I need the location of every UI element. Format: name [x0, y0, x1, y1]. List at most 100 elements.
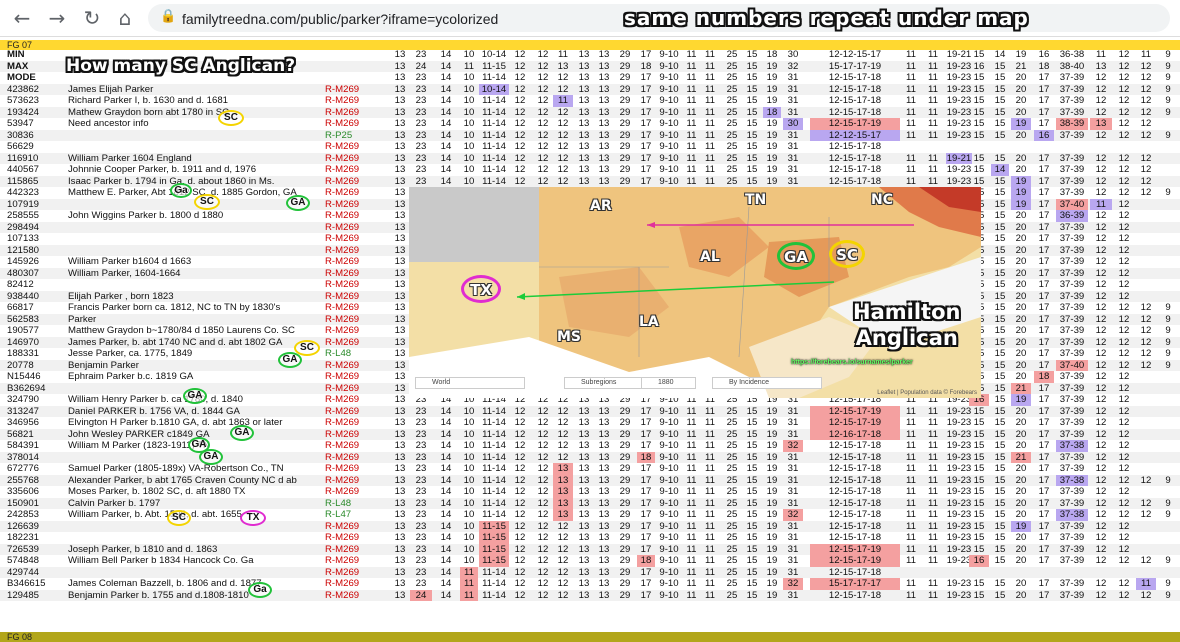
marker-cell: 12-15-17-18: [828, 566, 882, 578]
marker-cell: 17: [1038, 95, 1050, 106]
kit-number[interactable]: 346956: [7, 417, 40, 428]
marker-cell: 31: [787, 532, 799, 543]
url-text[interactable]: familytreedna.com/public/parker?iframe=y…: [182, 11, 499, 27]
kit-number[interactable]: 313247: [7, 405, 40, 417]
marker-cell: 17: [1038, 509, 1050, 520]
table-row[interactable]: 182231 R-M269 13 23 14 10 11-15 12 12 12 13 13 29 17 9…: [0, 532, 1180, 544]
table-row[interactable]: 129485 Benjamin Parker b. 1755 and d.1808…: [0, 589, 1180, 601]
kit-number[interactable]: 126639: [7, 520, 40, 532]
kit-number[interactable]: 562583: [7, 313, 40, 325]
table-row[interactable]: 574848 William Bell Parker b 1834 Hancock…: [0, 555, 1180, 567]
table-row[interactable]: 429744 R-M269 13 23 14 11 11-14 12 12 12 13 13 29 17 9…: [0, 566, 1180, 578]
marker-cell: 12: [514, 106, 526, 118]
marker-cell: 11: [906, 118, 916, 129]
table-row[interactable]: 584391 William M Parker (1823-1911) TN R-M…: [0, 440, 1180, 452]
kit-number[interactable]: 56629: [7, 141, 34, 152]
marker-cell: 25: [726, 555, 738, 566]
mode-select[interactable]: By Incidence: [712, 377, 822, 389]
haplogroup: R-M269: [325, 451, 360, 463]
kit-number[interactable]: 423862: [7, 83, 40, 95]
table-row[interactable]: 346956 Elvington H Parker b.1810 GA, d. a…: [0, 417, 1180, 429]
kit-number[interactable]: 584391: [7, 440, 40, 451]
kit-number[interactable]: 107919: [7, 198, 40, 210]
table-row[interactable]: 56629 R-M269 13 23 14 10 11-14 12 12 12 13 13 29 17 9-…: [0, 141, 1180, 153]
sc-circle: SC: [194, 194, 220, 210]
kit-number[interactable]: 190577: [7, 325, 40, 336]
kit-number[interactable]: 150901: [7, 497, 40, 509]
kit-number[interactable]: 53947: [7, 118, 34, 129]
kit-number[interactable]: 324790: [7, 394, 40, 405]
kit-number[interactable]: 258555: [7, 210, 40, 221]
back-arrow-icon[interactable]: ←: [13, 6, 31, 30]
kit-number[interactable]: 145926: [7, 256, 40, 267]
kit-number[interactable]: 573623: [7, 95, 40, 106]
kit-number[interactable]: 193424: [7, 106, 40, 118]
region-select[interactable]: World: [415, 377, 525, 389]
table-row[interactable]: 423862 James Elijah Parker R-M269 13 23 14 10 1…: [0, 83, 1180, 95]
kit-number[interactable]: 574848: [7, 555, 40, 566]
marker-cell: 11: [928, 118, 938, 129]
table-row[interactable]: 672776 Samuel Parker (1805-189x) VA-Rober…: [0, 463, 1180, 475]
marker-cell: 9-10: [659, 141, 679, 152]
kit-number[interactable]: 480307: [7, 267, 40, 279]
table-row[interactable]: 30836 R-P25 13 23 14 10 11-14 12 12 12 13 13 29 17 9-1…: [0, 129, 1180, 141]
kit-number[interactable]: 672776: [7, 463, 40, 474]
kit-number[interactable]: 121580: [7, 244, 40, 256]
map-overlay[interactable]: AR TN NC AL MS LA GA SC TX Hamilton Angl…: [409, 187, 981, 398]
kit-number[interactable]: 66817: [7, 302, 34, 313]
marker-cell: 9-10: [659, 394, 679, 405]
table-row[interactable]: 56821 John Wesley PARKER c1849 GA R-M269 13…: [0, 428, 1180, 440]
table-row[interactable]: 255768 Alexander Parker, b abt 1765 Crave…: [0, 474, 1180, 486]
table-row[interactable]: 53947 Need ancestor info R-M269 13 23 14 10 11-…: [0, 118, 1180, 130]
kit-number[interactable]: 429744: [7, 566, 40, 578]
kit-number[interactable]: 255768: [7, 474, 40, 486]
table-row[interactable]: 440567 Johnnie Cooper Parker, b. 1911 and…: [0, 164, 1180, 176]
table-row[interactable]: 193424 Mathew Graydon born abt 1780 in SC…: [0, 106, 1180, 118]
kit-number[interactable]: 378014: [7, 451, 40, 463]
kit-number[interactable]: 129485: [7, 589, 40, 601]
reload-icon[interactable]: ↻: [83, 6, 101, 30]
kit-number[interactable]: 82412: [7, 279, 34, 290]
kit-number[interactable]: 298494: [7, 221, 40, 233]
kit-number[interactable]: 56821: [7, 428, 34, 440]
kit-number[interactable]: B362694: [7, 382, 46, 394]
marker-cell: 11: [928, 417, 938, 428]
table-row[interactable]: 313247 Daniel PARKER b. 1756 VA, d. 1844 …: [0, 405, 1180, 417]
kit-number[interactable]: B346615: [7, 578, 46, 589]
kit-number[interactable]: 335606: [7, 486, 40, 497]
marker-cell: 19-23: [946, 451, 972, 463]
year-select[interactable]: 1880: [641, 377, 696, 389]
kit-number[interactable]: 442323: [7, 187, 40, 198]
table-row[interactable]: 126639 R-M269 13 23 14 10 11-15 12 12 12 13 13 29 17 9…: [0, 520, 1180, 532]
kit-number[interactable]: 107133: [7, 233, 40, 244]
table-row[interactable]: 335606 Moses Parker, b. 1802 SC, d. aft 1…: [0, 486, 1180, 498]
kit-number[interactable]: 115865: [7, 175, 39, 187]
ancestor-name: Need ancestor info: [68, 118, 149, 129]
kit-number[interactable]: 440567: [7, 164, 40, 175]
kit-number[interactable]: 20778: [7, 359, 34, 371]
table-row[interactable]: 573623 Richard Parker I, b. 1630 and d. 1…: [0, 95, 1180, 107]
address-bar[interactable]: 🔒 familytreedna.com/public/parker?iframe…: [148, 4, 1170, 32]
kit-number[interactable]: 30836: [7, 129, 34, 141]
table-row[interactable]: 150901 Calvin Parker b. 1797 R-L48 13 23 14 10…: [0, 497, 1180, 509]
kit-number[interactable]: 938440: [7, 290, 40, 302]
kit-number[interactable]: 188331: [7, 348, 40, 359]
hamilton-line2: Anglican: [855, 326, 958, 350]
table-row[interactable]: 324790 William Henry Parker b. ca 1780, d…: [0, 394, 1180, 406]
kit-number[interactable]: 242853: [7, 509, 40, 520]
kit-number[interactable]: 146970: [7, 336, 40, 348]
table-row[interactable]: 242853 William Parker, b. Abt. 1598, d. a…: [0, 509, 1180, 521]
table-row[interactable]: 378014 R-M269 13 23 14 10 11-14 12 12 12 13 13 29 18 9…: [0, 451, 1180, 463]
kit-number[interactable]: N15446: [7, 371, 41, 382]
home-icon[interactable]: ⌂: [118, 6, 132, 30]
kit-number[interactable]: 726539: [7, 543, 40, 555]
kit-number[interactable]: 182231: [7, 532, 40, 543]
table-row[interactable]: B346615 James Coleman Bazzell, b. 1806 an…: [0, 578, 1180, 590]
forebears-link[interactable]: https://forebears.io/surnames/parker: [791, 359, 913, 366]
forward-arrow-icon[interactable]: →: [48, 6, 66, 30]
table-row[interactable]: 726539 Joseph Parker, b 1810 and d. 1863 R…: [0, 543, 1180, 555]
table-row[interactable]: 115865 Isaac Parker b. 1794 in Ga, d. abo…: [0, 175, 1180, 187]
marker-cell: 11: [705, 566, 715, 578]
kit-number[interactable]: 116910: [7, 152, 39, 164]
table-row[interactable]: 116910 William Parker 1604 England R-M269 1…: [0, 152, 1180, 164]
